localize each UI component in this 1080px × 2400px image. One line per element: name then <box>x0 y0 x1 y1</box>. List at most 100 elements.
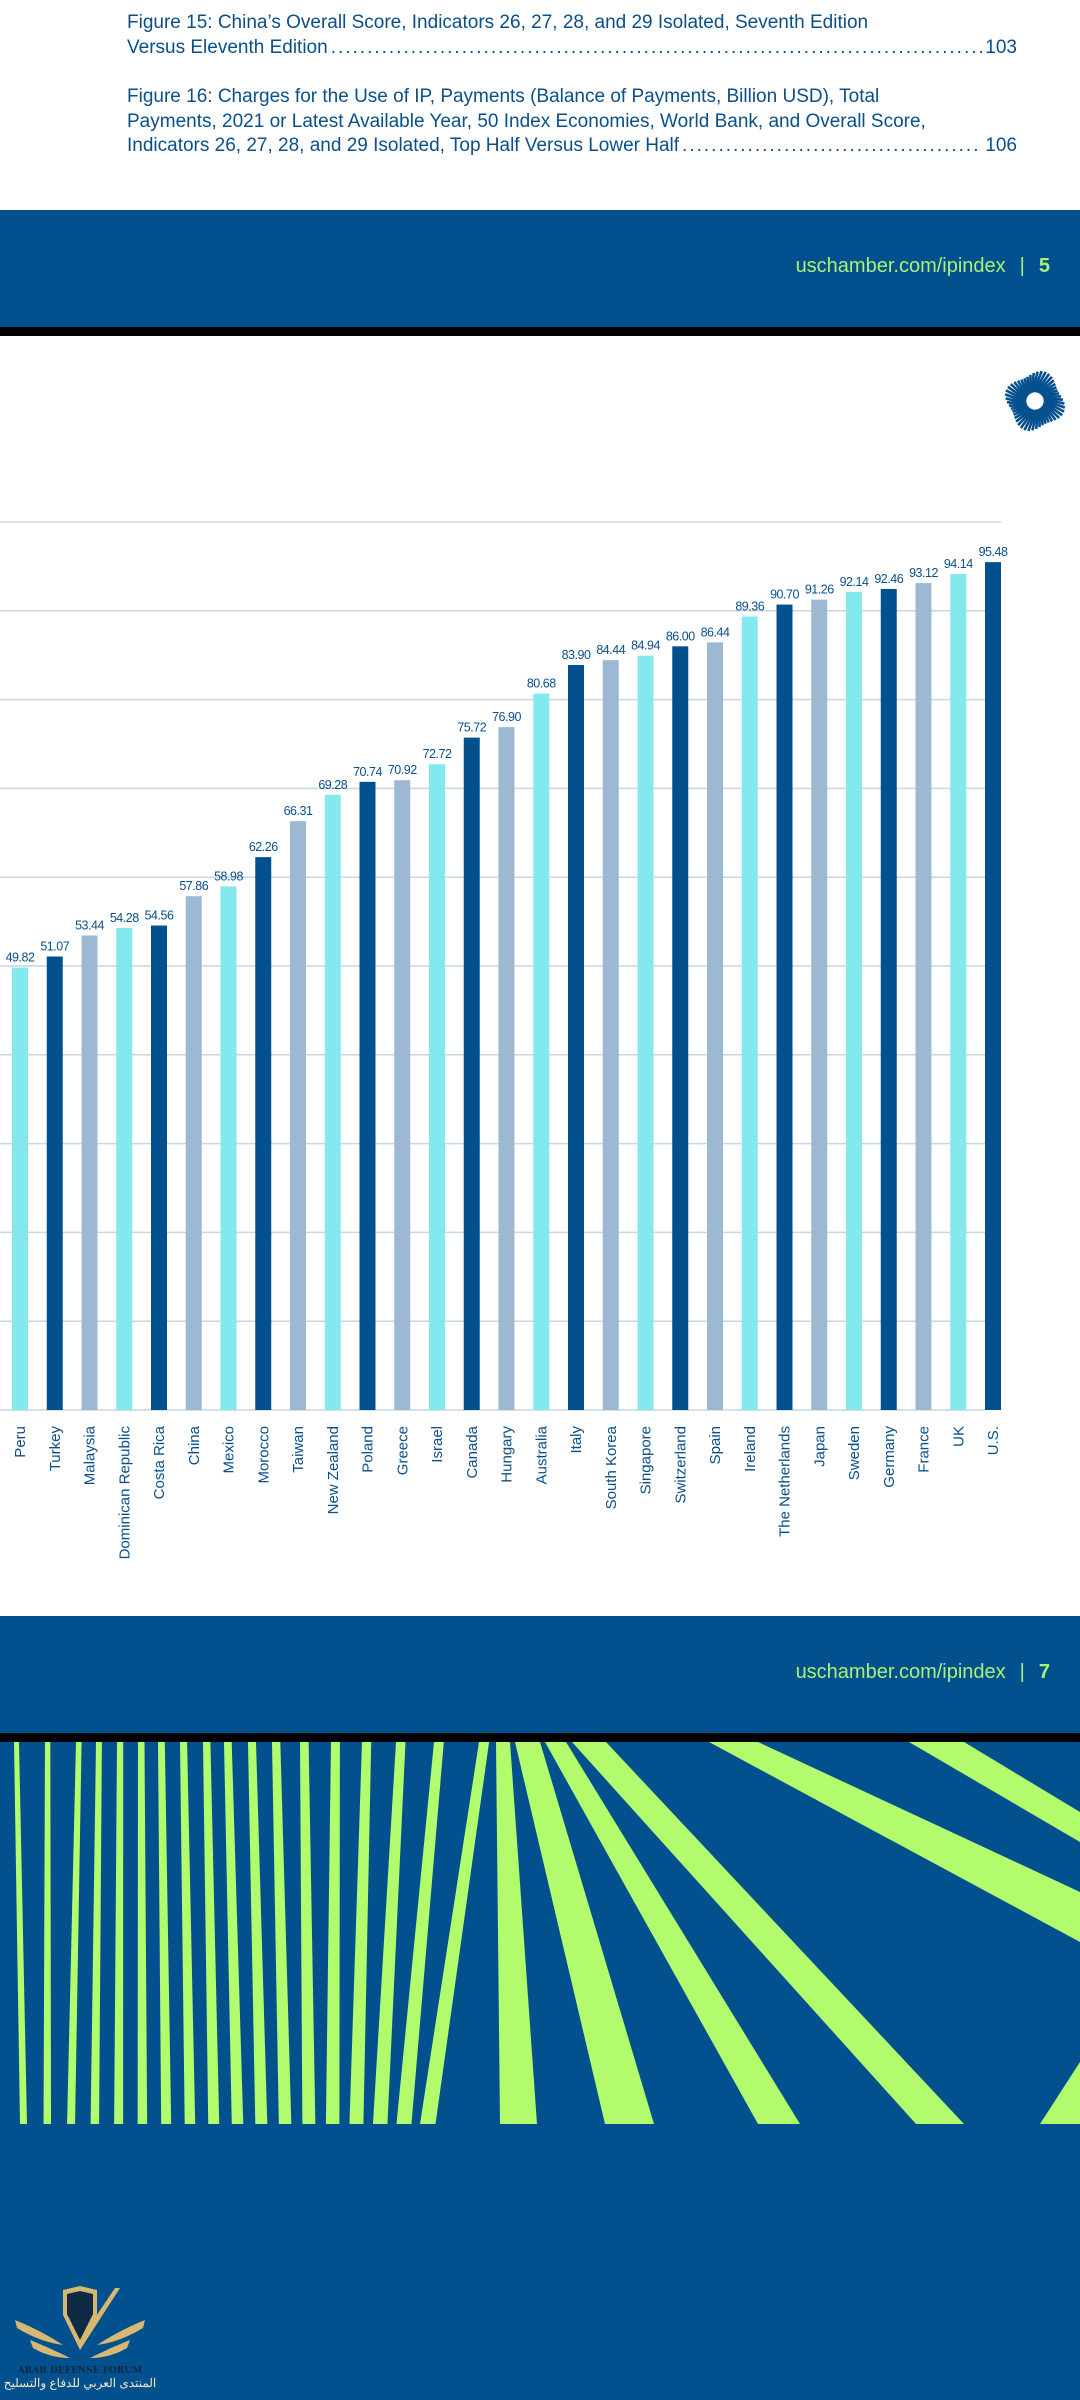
toc-entry-text: Versus Eleventh Edition <box>127 36 328 58</box>
bar <box>290 821 306 1410</box>
category-label: New Zealand <box>325 1426 342 1514</box>
toc-entry-figure-15[interactable]: Figure 15: China’s Overall Score, Indica… <box>127 11 1017 60</box>
value-label: 76.90 <box>492 710 521 724</box>
logo-spoke <box>1039 407 1044 426</box>
bar <box>741 616 758 1410</box>
cover-page <box>0 1742 1080 2400</box>
bar <box>568 664 584 1410</box>
logo-spoke <box>1017 408 1034 427</box>
category-label: Hungary <box>499 1426 516 1483</box>
value-label: 75.72 <box>457 721 486 735</box>
logo-spoke <box>1005 389 1027 403</box>
bar <box>498 727 515 1410</box>
logo-spoke <box>1043 401 1063 417</box>
stripe <box>420 1742 490 2124</box>
logo-spoke <box>1041 392 1060 397</box>
value-label: 70.74 <box>353 765 382 779</box>
logo-spoke <box>1013 406 1031 416</box>
logo-spoke <box>1039 386 1057 396</box>
value-label: 54.56 <box>145 909 174 923</box>
footer-url[interactable]: uschamber.com/ipindex <box>795 255 1006 277</box>
bar <box>46 956 63 1410</box>
table-of-contents: Figure 15: China’s Overall Score, Indica… <box>127 11 1017 159</box>
logo-spoke <box>1043 397 1065 405</box>
bar <box>255 857 272 1410</box>
category-label: Italy <box>568 1426 585 1454</box>
logo-spoke <box>1023 409 1037 431</box>
value-label: 49.82 <box>6 951 35 965</box>
logo-spoke <box>1019 409 1035 429</box>
footer-page-number: 5 <box>1038 255 1050 277</box>
bar <box>151 925 167 1410</box>
bar <box>811 599 828 1410</box>
logo-spoke <box>1043 396 1064 402</box>
value-label: 90.70 <box>770 588 799 602</box>
logo-spoke <box>1015 408 1033 423</box>
stripe <box>496 1742 537 2124</box>
value-label: 86.44 <box>701 625 730 639</box>
page-footer: uschamber.com/ipindex | 7 <box>796 1661 1050 1684</box>
logo-spoke <box>1035 373 1051 393</box>
value-label: 91.26 <box>805 583 834 597</box>
value-label: 57.86 <box>179 879 208 893</box>
bar <box>672 646 689 1410</box>
value-label: 95.48 <box>979 545 1008 559</box>
bar <box>846 591 862 1410</box>
value-label: 70.92 <box>388 763 417 777</box>
footer-page-number: 7 <box>1038 1661 1050 1683</box>
toc-entry-text: Figure 16: Charges for the Use of IP, Pa… <box>127 86 880 107</box>
watermark-text-ar: المنتدى العربي للدفاع والتسليح <box>3 2376 157 2390</box>
category-label: Poland <box>360 1426 377 1473</box>
stripe <box>709 1742 1080 1942</box>
value-label: 92.14 <box>840 575 869 589</box>
logo-spoke <box>1041 389 1058 396</box>
logo-spoke <box>1033 371 1047 393</box>
value-label: 69.28 <box>318 778 347 792</box>
value-label: 93.12 <box>909 566 938 580</box>
bar <box>637 655 654 1410</box>
stripe <box>248 1742 268 2124</box>
leader-dots <box>682 134 982 159</box>
logo-spoke <box>1014 407 1032 420</box>
toc-entry-figure-16[interactable]: Figure 16: Charges for the Use of IP, Pa… <box>127 85 1017 159</box>
category-label: China <box>186 1425 203 1465</box>
value-label: 86.00 <box>666 629 695 643</box>
category-label: UK <box>950 1426 967 1447</box>
category-label: Taiwan <box>290 1426 307 1473</box>
bar <box>915 583 932 1410</box>
bar <box>359 781 376 1410</box>
category-label: Dominican Republic <box>116 1426 133 1560</box>
category-label: U.S. <box>985 1426 1002 1455</box>
stripe <box>224 1742 244 2124</box>
page-footer: uschamber.com/ipindex | 5 <box>796 255 1050 278</box>
category-label: The Netherlands <box>777 1426 794 1537</box>
toc-page-number: 103 <box>985 36 1017 58</box>
shield-wings-icon <box>15 2286 145 2358</box>
bars <box>12 562 1001 1410</box>
bar <box>463 737 480 1410</box>
value-label: 54.28 <box>110 911 139 925</box>
category-label: France <box>916 1426 933 1473</box>
logo-spoke <box>1036 375 1053 394</box>
stripe <box>515 1742 654 2124</box>
bar <box>81 935 98 1410</box>
bar <box>880 588 897 1410</box>
watermark-logo: ARAB DEFENSE FORUM المنتدى العربي للدفاع… <box>0 2270 160 2390</box>
category-labels: Peru Turkey Malaysia Dominican Republic Cost… <box>12 1425 1002 1559</box>
bar <box>985 562 1001 1410</box>
stripe <box>67 1742 82 2124</box>
footer-url[interactable]: uschamber.com/ipindex <box>795 1661 1006 1683</box>
category-label: Australia <box>533 1425 550 1484</box>
bar <box>116 927 133 1410</box>
green-stripes-pattern <box>14 1742 1080 2124</box>
logo-spoke <box>1042 403 1057 421</box>
logo-spoke <box>1005 397 1027 405</box>
stripe <box>114 1742 124 2124</box>
logo-spoke <box>1026 376 1031 395</box>
page-divider <box>0 327 1080 336</box>
logo-spoke <box>1043 399 1065 413</box>
footer-separator: | <box>1019 1661 1025 1683</box>
value-labels: 49.82 51.07 53.44 54.28 54.56 57.86 58.98 62.26… <box>6 545 1009 965</box>
category-label: Singapore <box>638 1426 655 1494</box>
logo-spoke <box>1020 379 1030 397</box>
